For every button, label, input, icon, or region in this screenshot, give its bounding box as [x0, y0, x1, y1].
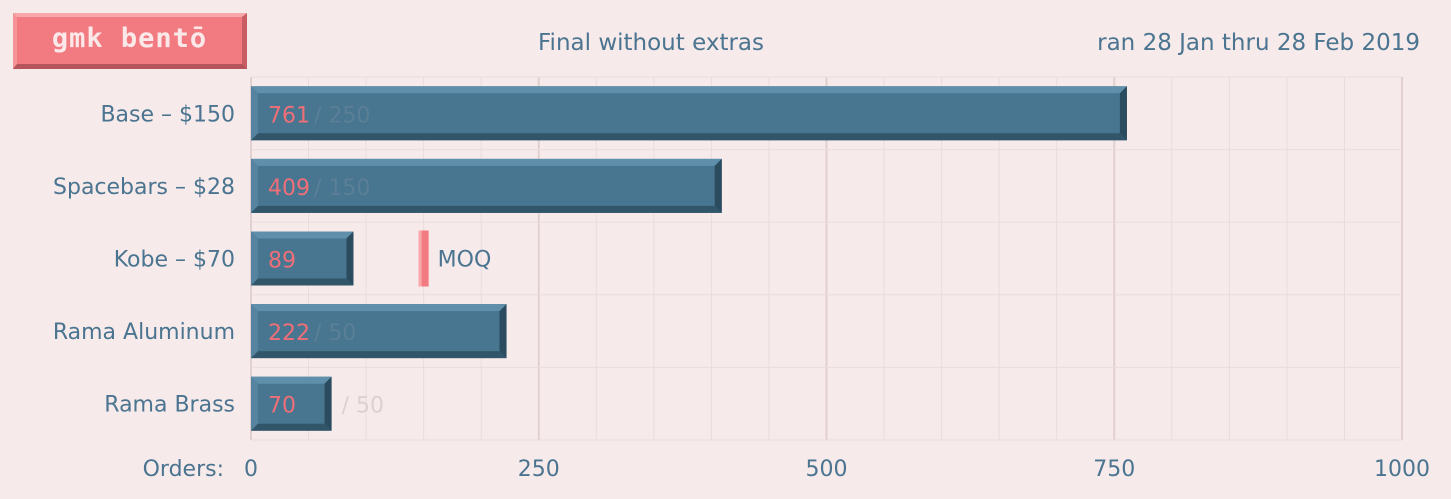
- bar-bevel-top: [251, 231, 354, 239]
- bar-row: Spacebars – $28 409/ 150: [53, 158, 722, 213]
- logo: gmk bentō: [13, 13, 247, 69]
- bar-bevel-left: [251, 231, 258, 286]
- bar-bevel-left: [251, 158, 258, 213]
- moq-marker: [418, 230, 429, 287]
- bar: [251, 86, 1127, 141]
- bar: [251, 231, 354, 286]
- bar-bevel-right: [324, 376, 332, 431]
- chart-subtitle: Final without extras: [538, 30, 765, 56]
- bar-bevel-top: [251, 158, 722, 166]
- bar-bevel-left: [251, 376, 258, 431]
- bar: [251, 158, 722, 213]
- bar-bevel-top: [251, 304, 507, 312]
- bar: [251, 304, 507, 359]
- moq-label: / 50: [342, 394, 384, 419]
- bar-row: Rama Aluminum 222/ 50: [53, 304, 507, 359]
- bar-row: Rama Brass 70 / 50: [104, 376, 384, 431]
- bar-bevel-bottom: [251, 133, 1127, 141]
- category-label: Spacebars – $28: [53, 175, 235, 200]
- bar-bevel-right: [1119, 86, 1127, 141]
- bar-row: Base – $150 761/ 250: [100, 86, 1127, 141]
- x-tick-label: 500: [806, 457, 848, 482]
- bar-bevel-bottom: [251, 205, 722, 213]
- bar-row: Kobe – $70 89: [114, 231, 354, 286]
- bar-bevel-right: [714, 158, 722, 213]
- category-label: Base – $150: [100, 102, 235, 127]
- moq-label: / 250: [314, 103, 370, 128]
- bar-value-label: 70: [268, 394, 296, 419]
- x-axis-label: Orders:: [143, 457, 224, 482]
- x-tick-label: 250: [518, 457, 560, 482]
- bar-value-label: 761: [268, 103, 310, 128]
- category-label: Kobe – $70: [114, 248, 235, 273]
- moq-marker-highlight: [418, 230, 422, 287]
- bar-bevel-left: [251, 86, 258, 141]
- bar-value-label: 89: [268, 249, 296, 274]
- date-range: ran 28 Jan thru 28 Feb 2019: [1097, 30, 1420, 56]
- moq-marker-label: MOQ: [438, 248, 492, 273]
- bar-bevel-right: [346, 231, 354, 286]
- moq-label: / 50: [314, 321, 356, 346]
- category-label: Rama Brass: [104, 393, 235, 418]
- x-tick-label: 0: [244, 457, 258, 482]
- bar-bevel-bottom: [251, 351, 507, 359]
- x-tick-label: 750: [1093, 457, 1135, 482]
- category-label: Rama Aluminum: [53, 320, 235, 345]
- moq-label: / 150: [314, 176, 370, 201]
- bar: [251, 376, 332, 431]
- bar-bevel-left: [251, 304, 258, 359]
- bar-bevel-right: [499, 304, 507, 359]
- bar-value-label: 409: [268, 176, 310, 201]
- bar-bevel-bottom: [251, 278, 354, 286]
- bar-bevel-bottom: [251, 423, 332, 431]
- bar-value-label: 222: [268, 321, 310, 346]
- bar-bevel-top: [251, 86, 1127, 94]
- bar-bevel-top: [251, 376, 332, 384]
- x-tick-label: 1000: [1374, 457, 1430, 482]
